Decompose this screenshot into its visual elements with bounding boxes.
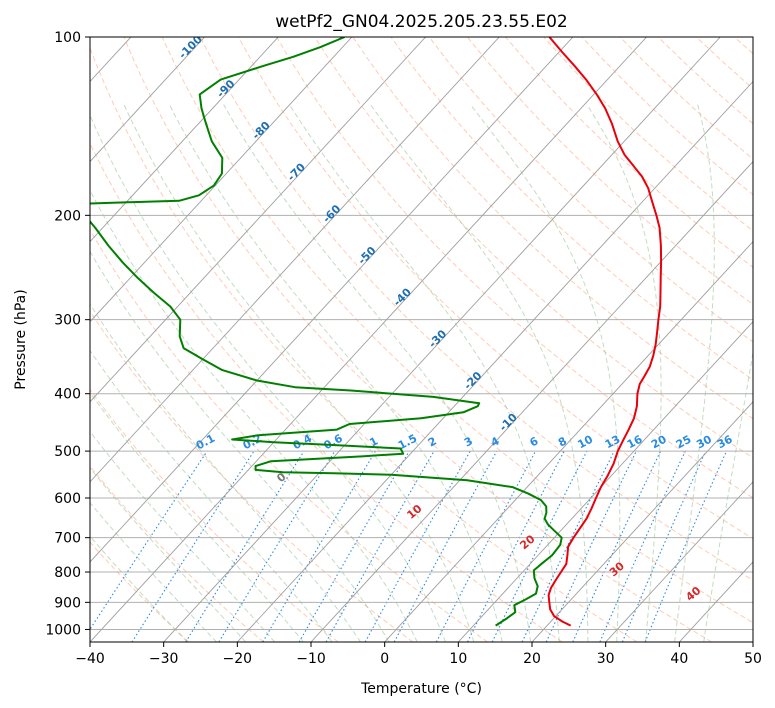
y-tick-label: 400	[54, 387, 81, 403]
isotherm-line	[458, 321, 753, 642]
moist-adiabat	[123, 104, 475, 642]
dry-adiabat	[90, 465, 264, 642]
moist-adiabat	[90, 349, 333, 642]
dry-adiabat	[90, 310, 414, 642]
dry-adiabat	[352, 37, 753, 420]
x-tick-label: 0	[380, 651, 389, 667]
isotherm-line	[90, 37, 279, 243]
x-tick-label: −20	[223, 651, 253, 667]
moist-adiabat	[223, 104, 532, 642]
mixing-ratio-line	[599, 450, 686, 642]
mixing-ratio-line	[393, 450, 498, 642]
x-tick-label: 50	[744, 651, 762, 667]
moist-adiabat	[703, 349, 753, 642]
isotherm-line	[237, 80, 753, 642]
mixing-ratio-line	[325, 450, 435, 642]
isotherm-line	[310, 160, 753, 642]
isotherm-line	[531, 401, 753, 642]
x-axis-label: Temperature (°C)	[360, 681, 482, 697]
x-tick-label: 20	[523, 651, 541, 667]
skewed-isotherms	[90, 37, 753, 642]
moist-adiabat	[90, 303, 361, 642]
moist-adiabat	[90, 189, 418, 642]
isotherm-line	[163, 37, 721, 642]
moist-adiabat	[90, 467, 247, 642]
dry-adiabat	[199, 37, 753, 581]
y-axis-ticks: 100 200 300 400 500 600 700 800 900 1000	[45, 30, 90, 638]
mixing-ratio-line	[467, 450, 565, 642]
dewpoint-profile	[90, 37, 563, 627]
moist-adiabat	[90, 113, 446, 642]
mixing-ratio-label: 16	[625, 433, 645, 452]
dry-adiabat	[90, 142, 563, 642]
y-tick-label: 100	[54, 30, 81, 46]
x-tick-label: 30	[597, 651, 615, 667]
isotherm-line	[90, 37, 353, 323]
mixing-ratio-label: 25	[674, 433, 694, 452]
mixing-ratio-line	[491, 450, 588, 642]
profiles	[90, 37, 663, 627]
mixing-ratio-label: 10	[575, 433, 595, 452]
chart-title: wetPf2_GN04.2025.205.23.55.E02	[275, 12, 567, 32]
dry-adiabat	[390, 37, 753, 381]
mixing-ratio-line	[621, 450, 707, 642]
moist-adiabat	[674, 104, 715, 642]
dry-adiabat	[237, 37, 753, 540]
mixing-ratio-label: 13	[603, 433, 623, 452]
isotherm-line	[90, 37, 205, 163]
y-tick-label: 900	[54, 595, 81, 611]
mixing-ratio-line	[185, 450, 305, 642]
dry-adiabat	[90, 46, 638, 642]
x-tick-label: −30	[149, 651, 179, 667]
mixing-ratio-line	[364, 450, 471, 642]
mixing-ratio-line	[218, 450, 336, 642]
isotherm-line	[90, 37, 500, 483]
dry-adiabat	[276, 37, 753, 499]
moist-adiabats	[90, 104, 753, 642]
isotherm-line	[605, 481, 753, 642]
moist-adiabat	[168, 104, 503, 642]
isotherm-line	[90, 37, 426, 403]
moist-adiabat	[586, 104, 662, 642]
dry-adiabat	[466, 37, 753, 305]
y-tick-label: 200	[54, 208, 81, 224]
x-axis-ticks: −40 −30 −20 −10 0 10 20 30 40 50	[75, 642, 762, 667]
y-tick-label: 800	[54, 565, 81, 581]
dry-adiabat	[161, 37, 753, 624]
moist-adiabat	[288, 104, 560, 642]
mixing-ratio-label: 36	[715, 433, 735, 452]
isotherm-line	[384, 240, 753, 642]
y-tick-label: 600	[54, 491, 81, 507]
dry-adiabats	[90, 37, 753, 642]
x-tick-label: 40	[670, 651, 688, 667]
isotherm-line	[90, 37, 647, 642]
grid-lines	[90, 37, 753, 630]
plot-frame	[89, 36, 754, 643]
dry-adiabat	[123, 37, 712, 642]
mixing-ratio-label: 30	[694, 433, 714, 452]
x-tick-label: −10	[296, 651, 326, 667]
moist-adiabat	[90, 250, 390, 642]
y-tick-label: 700	[54, 531, 81, 547]
moist-adiabat	[470, 104, 621, 642]
y-axis-label: Pressure (hPa)	[13, 289, 29, 389]
plot-area: -100-90-80-70-60-50-40-30-20-10 0.1 0.2 0.…	[90, 37, 753, 642]
isotherm-line	[90, 37, 574, 563]
y-tick-label: 500	[54, 444, 81, 460]
x-tick-label: −40	[75, 651, 105, 667]
y-tick-label: 1000	[45, 622, 81, 638]
mixing-ratio-line	[90, 450, 208, 631]
moist-adiabat	[369, 104, 589, 642]
mixing-ratio-line	[131, 450, 255, 642]
y-tick-label: 300	[54, 313, 81, 329]
temperature-profile	[547, 37, 663, 627]
mixing-ratio-label: 20	[649, 433, 669, 452]
x-tick-label: 10	[449, 651, 467, 667]
